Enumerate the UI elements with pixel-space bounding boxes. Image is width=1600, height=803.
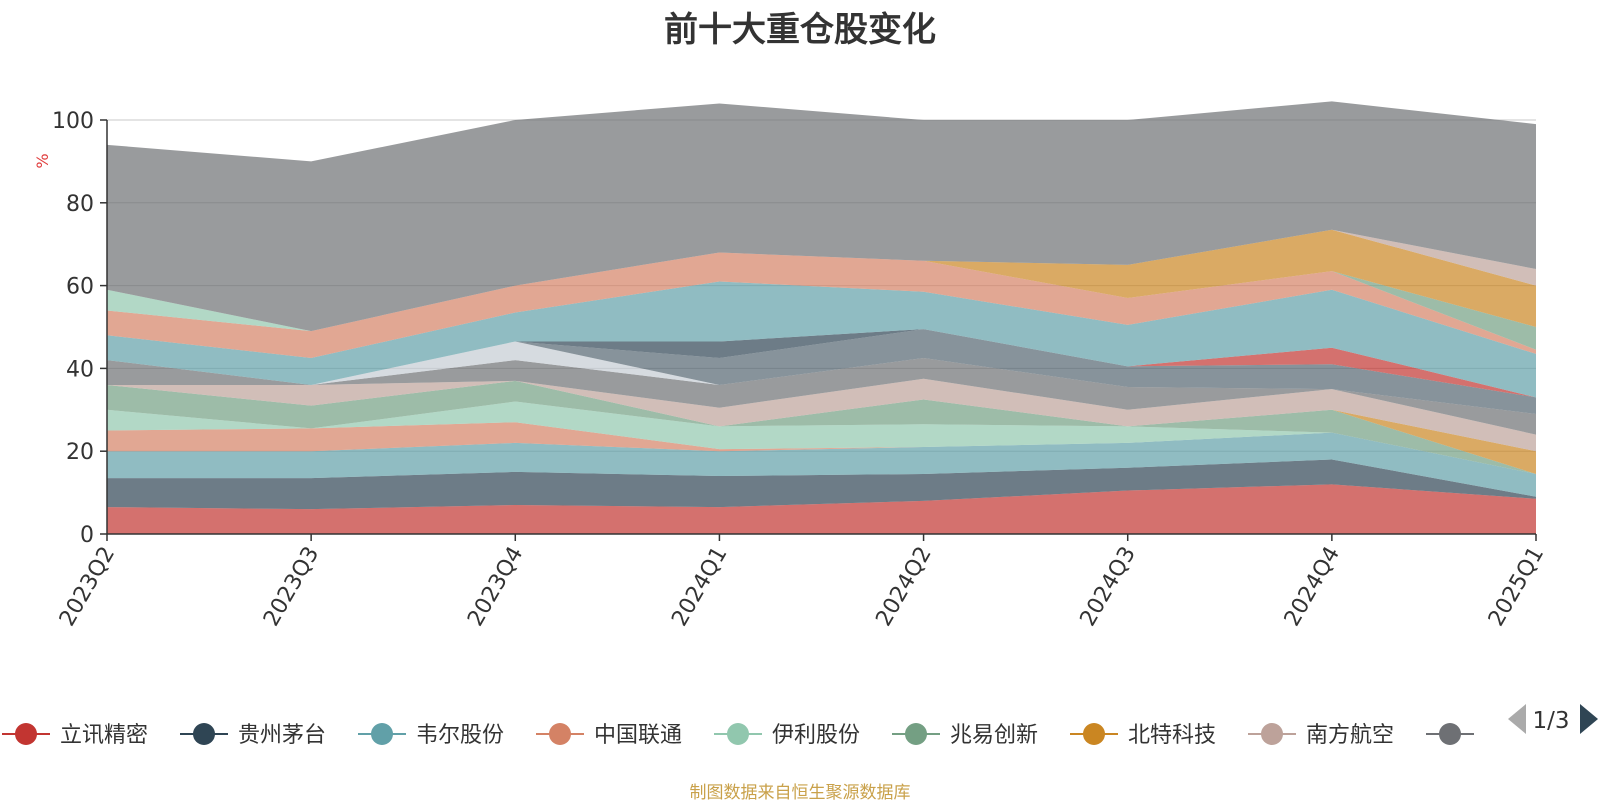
legend-circle-marker [15, 723, 37, 745]
area-series-6 [107, 380, 1536, 474]
legend-item[interactable]: 立讯精密 [2, 723, 148, 748]
legend-circle-marker [1261, 723, 1283, 745]
area-series-11 [107, 329, 1536, 414]
legend-label: 贵州茅台 [238, 723, 326, 748]
y-tick-label: 20 [66, 440, 94, 465]
legend-next-page-icon[interactable] [1580, 704, 1598, 734]
y-tick-label: 80 [66, 192, 94, 217]
area-series-13 [107, 329, 1536, 398]
area-series-9 [107, 358, 1536, 435]
legend-label: 兆易创新 [950, 723, 1038, 748]
legend-label: 伊利股份 [772, 723, 860, 748]
legend-circle-marker [371, 723, 393, 745]
area-series-10 [107, 341, 1536, 414]
y-tick-label: 0 [80, 523, 94, 548]
legend-prev-page-icon[interactable] [1508, 704, 1526, 734]
legend-label: 韦尔股份 [416, 723, 504, 748]
area-series-8 [107, 378, 1536, 452]
legend-item[interactable]: 南方航空 [1248, 723, 1394, 748]
area-series-1 [107, 484, 1536, 534]
legend-circle-marker [727, 723, 749, 745]
legend-item[interactable]: 伊利股份 [714, 723, 860, 748]
legend-label: 南方航空 [1306, 723, 1394, 748]
legend-page-indicator: 1/3 [1532, 708, 1569, 734]
area-series-2 [107, 459, 1536, 510]
area-series-18 [107, 229, 1536, 332]
legend-label: 中国联通 [594, 723, 682, 748]
legend-label: 北特科技 [1128, 723, 1216, 748]
legend-circle-marker [193, 723, 215, 745]
area-series [107, 101, 1536, 534]
y-axis-label: % [33, 153, 52, 168]
legend-item[interactable]: 兆易创新 [892, 723, 1038, 748]
area-series-3 [107, 432, 1536, 497]
y-tick-label: 40 [66, 357, 94, 382]
area-series-12 [107, 329, 1536, 398]
area-series-15 [107, 252, 1536, 359]
data-source-note: 制图数据来自恒生聚源数据库 [689, 783, 911, 803]
area-series-20 [107, 101, 1536, 332]
legend-circle-marker [1083, 723, 1105, 745]
legend-label: 立讯精密 [60, 723, 148, 748]
legend-circle-marker [1439, 723, 1461, 745]
legend-item[interactable] [1426, 723, 1474, 745]
legend-circle-marker [905, 723, 927, 745]
legend-item[interactable]: 中国联通 [536, 723, 682, 748]
legend-item[interactable]: 北特科技 [1070, 723, 1216, 748]
y-tick-label: 60 [66, 275, 94, 300]
area-series-14 [107, 281, 1536, 398]
legend-item[interactable]: 贵州茅台 [180, 723, 326, 748]
legend-item[interactable]: 韦尔股份 [358, 723, 504, 748]
legend-circle-marker [549, 723, 571, 745]
chart-title: 前十大重仓股变化 [664, 10, 936, 50]
area-series-5 [107, 401, 1536, 474]
y-tick-label: 100 [52, 109, 94, 134]
